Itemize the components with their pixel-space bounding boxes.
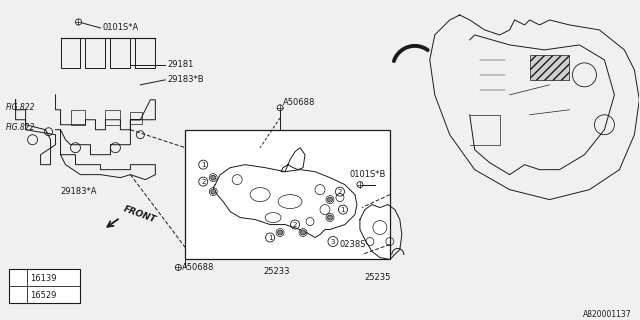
Circle shape	[211, 189, 216, 194]
Text: 25235: 25235	[365, 273, 391, 282]
Text: 2: 2	[338, 188, 342, 195]
Bar	[185, 130, 390, 260]
Bar	[136, 38, 156, 68]
Bar	[8, 269, 81, 303]
Bar	[61, 38, 81, 68]
Bar	[131, 112, 142, 124]
Text: FRONT: FRONT	[122, 204, 157, 225]
Text: A50688: A50688	[182, 263, 214, 272]
Text: 16529: 16529	[31, 291, 57, 300]
Text: FIG.822: FIG.822	[6, 123, 35, 132]
Text: 2: 2	[201, 179, 205, 185]
Text: 2: 2	[293, 221, 297, 228]
Text: 25233: 25233	[264, 267, 291, 276]
Text: 0238S: 0238S	[340, 240, 367, 249]
Text: 29183*A: 29183*A	[61, 187, 97, 196]
Bar	[86, 38, 106, 68]
Text: 1: 1	[201, 162, 205, 168]
Text: 0101S*A: 0101S*A	[102, 23, 139, 32]
Text: A820001137: A820001137	[583, 310, 632, 319]
Bar	[106, 110, 120, 125]
Text: A50688: A50688	[283, 98, 316, 107]
Text: 1: 1	[340, 207, 345, 212]
Circle shape	[175, 264, 181, 270]
Text: 3: 3	[331, 238, 335, 244]
Circle shape	[328, 215, 332, 220]
Text: 16139: 16139	[31, 274, 57, 283]
Bar	[111, 38, 131, 68]
Circle shape	[357, 182, 363, 188]
Bar	[70, 110, 86, 125]
Text: 1: 1	[268, 235, 273, 241]
Text: 29181: 29181	[167, 60, 194, 69]
Circle shape	[328, 197, 332, 202]
Bar	[529, 55, 570, 80]
Text: 29183*B: 29183*B	[167, 75, 204, 84]
Text: 0101S*B: 0101S*B	[350, 170, 387, 179]
Circle shape	[211, 175, 216, 180]
Circle shape	[277, 105, 283, 111]
Text: FIG.822: FIG.822	[6, 103, 35, 112]
Text: 2: 2	[15, 291, 20, 300]
Text: 1: 1	[15, 274, 20, 283]
Circle shape	[301, 230, 305, 235]
Circle shape	[76, 19, 81, 25]
Circle shape	[278, 230, 283, 235]
